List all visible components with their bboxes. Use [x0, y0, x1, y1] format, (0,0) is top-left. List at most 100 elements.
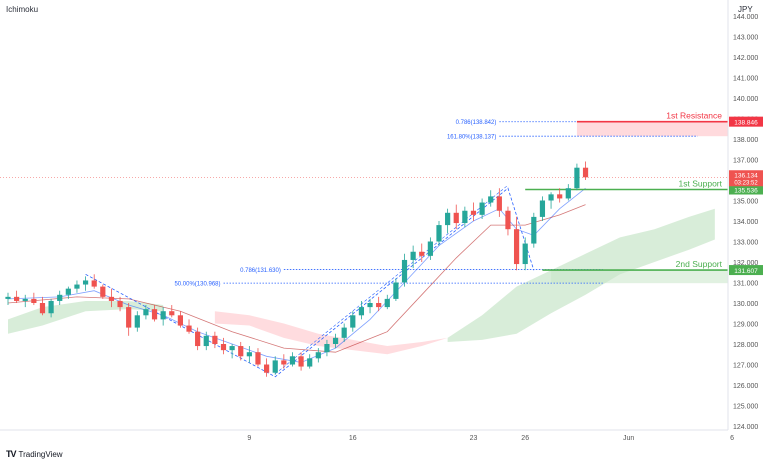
y-tick-label: 125.000 [733, 404, 758, 411]
bearish-cloud [214, 311, 448, 355]
indicator-label: Ichimoku [6, 5, 39, 14]
y-tick-label: 129.000 [733, 322, 758, 329]
y-tick-label: 130.000 [733, 301, 758, 308]
candle-body [272, 360, 278, 373]
candle-body [358, 307, 365, 316]
candle-body [505, 210, 511, 230]
candle-body [48, 300, 54, 314]
level-price-tag [729, 265, 763, 276]
candle-body [246, 352, 252, 357]
y-tick-label: 141.000 [733, 76, 758, 83]
candle-body [470, 210, 477, 215]
candle-body [57, 294, 63, 301]
candle-body [108, 296, 115, 301]
candle-body [341, 327, 347, 338]
candle-body [220, 344, 227, 351]
candle-body [574, 167, 580, 189]
candle-body [134, 315, 140, 328]
candle-body [65, 288, 71, 295]
tradingview-logo-icon: TV [6, 449, 16, 459]
candle-body [531, 216, 537, 244]
current-price-tag [729, 170, 763, 187]
candle-body [229, 346, 235, 351]
level-price-tag [729, 184, 763, 195]
candle-body [126, 307, 132, 328]
level-label: 1st Support [679, 179, 723, 189]
x-tick-label: 23 [470, 435, 478, 442]
candle-body [289, 356, 296, 365]
currency-label: JPY [738, 5, 753, 14]
level-label: 1st Resistance [666, 111, 722, 121]
x-tick-label: Jun [623, 435, 634, 442]
candle-body [203, 335, 209, 347]
candle-body [565, 188, 571, 199]
x-tick-label: 9 [247, 435, 251, 442]
y-tick-label: 144.000 [733, 14, 758, 21]
candle-body [427, 241, 433, 256]
candle-body [212, 335, 218, 344]
fib-label: 0.786(131.630) [240, 268, 281, 274]
candle-body [298, 356, 304, 367]
tradingview-name: TradingView [18, 449, 63, 459]
candle-body [117, 300, 123, 308]
y-tick-label: 127.000 [733, 363, 758, 370]
candle-body [5, 296, 11, 299]
x-tick-label: 6 [730, 435, 734, 442]
fib-label: 161.80%(138.137) [447, 135, 496, 141]
candle-body [393, 282, 399, 299]
candle-body [315, 352, 321, 359]
fib-label: 50.00%(130.968) [174, 282, 220, 288]
candle-body [264, 364, 270, 373]
candle-body [281, 360, 287, 365]
candle-body [91, 280, 97, 287]
y-tick-label: 143.000 [733, 35, 758, 42]
candle-body [31, 298, 37, 303]
candlesticks [5, 161, 589, 377]
y-tick-label: 133.000 [733, 240, 758, 247]
candle-body [350, 315, 356, 328]
candle-body [582, 167, 589, 178]
candle-body [367, 303, 373, 308]
y-tick-label: 137.000 [733, 158, 758, 165]
candle-body [177, 315, 183, 326]
level-price-text: 135.536 [734, 188, 758, 195]
candle-body [238, 346, 244, 357]
candle-body [195, 331, 201, 347]
price-axis: 124.000 125.000 126.000 127.000 128.000 129.0… [727, 0, 758, 431]
candle-body [14, 296, 20, 301]
candle-body [384, 298, 390, 308]
level-price-text: 138.846 [734, 120, 758, 127]
candle-body [453, 212, 459, 224]
candle-body [557, 194, 563, 199]
level-zones [551, 121, 728, 284]
y-tick-label: 124.000 [733, 424, 758, 431]
candle-body [22, 298, 28, 301]
x-tick-label: 16 [349, 435, 357, 442]
y-tick-label: 138.000 [733, 137, 758, 144]
candle-body [419, 251, 425, 256]
y-tick-label: 126.000 [733, 383, 758, 390]
candle-body [255, 352, 261, 365]
y-tick-label: 132.000 [733, 260, 758, 267]
candle-body [39, 303, 46, 314]
y-tick-label: 134.000 [733, 219, 758, 226]
time-axis: May9162326Jun6132027Jul [0, 429, 734, 442]
candle-body [513, 229, 520, 265]
current-price-text: 136.134 [734, 172, 758, 179]
candle-body [169, 311, 175, 316]
candle-body [151, 309, 158, 320]
support-zone [551, 270, 728, 284]
candle-body [324, 344, 330, 353]
resistance-zone [576, 121, 728, 137]
fibonacci-levels: 0.786(138.842) 161.80%(138.137) 0.786(131.… [174, 120, 698, 288]
tradingview-brand[interactable]: TV TradingView [6, 449, 63, 459]
countdown-text: 03:23:52 [734, 180, 758, 186]
support-resistance-lines: 1st Resistance 1st Support 2nd Support [0, 111, 728, 271]
candle-body [548, 194, 554, 201]
y-tick-label: 131.000 [733, 281, 758, 288]
candle-body [410, 251, 416, 260]
bullish-cloud [8, 300, 164, 334]
